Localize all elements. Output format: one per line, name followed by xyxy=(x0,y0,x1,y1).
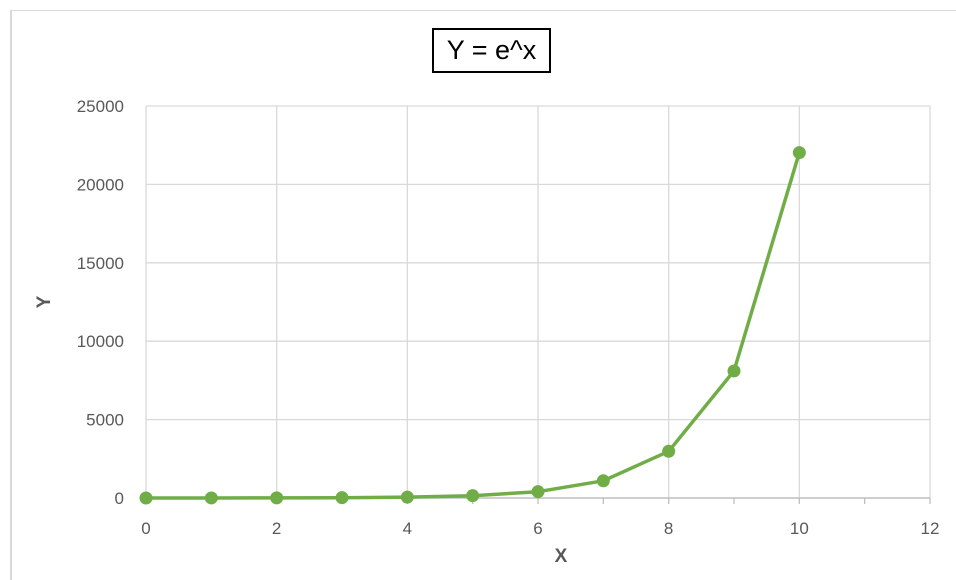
data-point xyxy=(466,489,480,503)
data-point xyxy=(204,491,218,505)
y-tick-label: 20000 xyxy=(77,175,124,194)
frame-border-left xyxy=(10,10,12,580)
data-point xyxy=(662,444,676,458)
x-tick-label: 0 xyxy=(141,519,150,538)
y-tick-label: 15000 xyxy=(77,254,124,273)
data-point xyxy=(335,491,349,505)
frame-border-top xyxy=(10,10,956,11)
series xyxy=(139,146,806,505)
y-tick-labels: 0 5000 10000 15000 20000 25000 xyxy=(77,97,124,508)
chart-title: Y = e^x xyxy=(432,28,551,73)
x-tick-label: 8 xyxy=(664,519,673,538)
x-tick-label: 6 xyxy=(533,519,542,538)
data-point xyxy=(400,490,414,504)
x-tick-label: 2 xyxy=(272,519,281,538)
gridlines xyxy=(145,105,931,498)
y-tick-label: 0 xyxy=(115,489,124,508)
data-point xyxy=(531,485,545,499)
data-point xyxy=(139,491,153,505)
x-axis-title: X xyxy=(555,546,568,567)
x-tick-label: 4 xyxy=(403,519,412,538)
y-tick-label: 10000 xyxy=(77,332,124,351)
data-point xyxy=(596,474,610,488)
y-axis-title: Y xyxy=(34,295,55,308)
data-point xyxy=(727,364,741,378)
x-tick-label: 12 xyxy=(921,519,940,538)
data-point xyxy=(270,491,284,505)
y-tick-label: 25000 xyxy=(77,97,124,116)
series-line xyxy=(146,152,801,500)
x-tick-label: 10 xyxy=(790,519,809,538)
y-tick-label: 5000 xyxy=(86,411,124,430)
data-point xyxy=(792,146,806,160)
x-tick-labels: 0 2 4 6 8 10 12 xyxy=(141,519,939,538)
